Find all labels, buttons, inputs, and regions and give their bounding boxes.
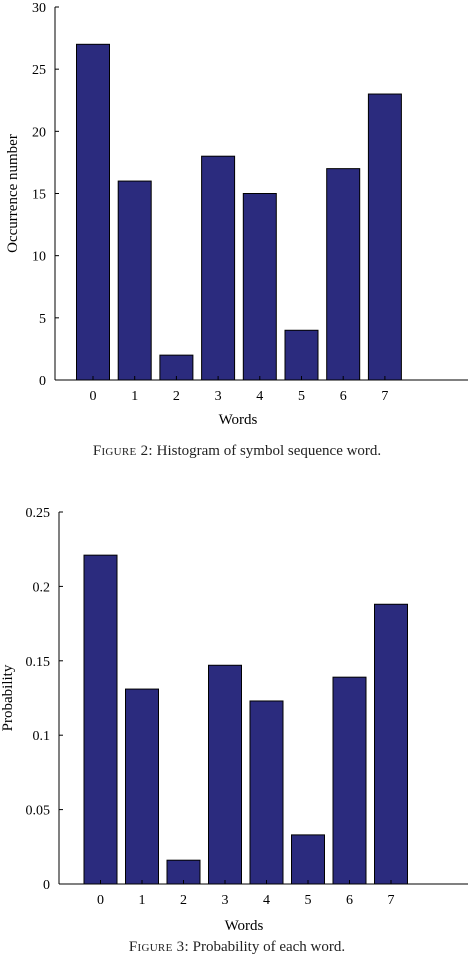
chart-1-bar-3	[201, 155, 236, 381]
chart-2-bar-3	[208, 664, 242, 885]
probability-chart: 0 0.05 0.1 0.15 0.2 0.25 0 1 2 3 4 5 6 7 Words Probabil…	[0, 506, 468, 934]
chart-1-bar-6	[326, 168, 361, 381]
figure-3-text: Probability of each word.	[188, 939, 346, 955]
chart-1-y-tick-label: 25	[32, 63, 46, 78]
chart-2-x-tick-label: 4	[263, 893, 270, 908]
chart-1-bar-2	[159, 354, 194, 381]
chart-2-x-tick-label: 3	[222, 893, 229, 908]
chart-1-bar-1	[117, 180, 152, 381]
chart-1-x-tick-label: 5	[298, 389, 305, 404]
chart-1-x-tick-label: 3	[215, 389, 222, 404]
chart-2-bar-7	[374, 603, 408, 885]
chart-2-y-tick-label: 0.05	[26, 804, 51, 819]
figure-3-caption: Figure 3: Probability of each word.	[0, 939, 474, 956]
chart-1-y-tick-label: 20	[32, 125, 46, 140]
chart-2-x-tick-label: 1	[139, 893, 146, 908]
chart-2-y-tick-label: 0.25	[26, 506, 51, 521]
chart-1-y-tick-label: 30	[32, 1, 46, 16]
chart-2-x-tick-label: 6	[346, 893, 353, 908]
chart-1-bar-0	[76, 43, 110, 381]
chart-1-x-tick-label: 1	[131, 389, 138, 404]
chart-1-bar-5	[284, 329, 319, 381]
chart-1-y-tick-label: 10	[32, 250, 46, 265]
chart-2-bar-6	[332, 676, 367, 885]
chart-2-x-tick-label: 0	[97, 893, 104, 908]
chart-2-x-axis-label: Words	[225, 918, 264, 934]
chart-2-y-tick-label: 0.2	[33, 580, 51, 595]
chart-1-x-tick-label: 4	[256, 389, 263, 404]
chart-2-bar-1	[125, 688, 159, 885]
chart-2-x-tick-label: 7	[388, 893, 395, 908]
chart-1-x-tick-label: 0	[90, 389, 97, 404]
chart-1-y-tick-label: 0	[39, 374, 46, 389]
chart-2-bar-5	[291, 834, 325, 885]
chart-2-x-tick-label: 2	[180, 893, 187, 908]
chart-2-y-tick-label: 0.15	[26, 655, 51, 670]
chart-1-y-axis-label: Occurrence number	[5, 134, 21, 253]
chart-1-x-tick-label: 7	[381, 389, 388, 404]
figure-2-caption: Figure 2: Histogram of symbol sequence w…	[0, 443, 474, 460]
chart-2-x-tick-label: 5	[305, 893, 312, 908]
occurrence-histogram-chart: 0 5 10 15 20 25 30 0 1 2 3 4 5 6 7 Words Occurrence numb…	[5, 1, 468, 428]
chart-1-bar-4	[242, 193, 277, 381]
chart-2-y-tick-label: 0.1	[33, 729, 51, 744]
chart-1-y-tick-label: 5	[39, 312, 46, 327]
figure-2-text: Histogram of symbol sequence word.	[152, 443, 382, 459]
chart-1-x-tick-label: 6	[340, 389, 347, 404]
chart-2-y-tick-label: 0	[43, 878, 50, 893]
chart-1-x-tick-label: 2	[173, 389, 180, 404]
figure-2-label: Figure 2:	[92, 443, 153, 459]
chart-1-x-axis-label: Words	[219, 412, 258, 428]
chart-1-bar-7	[367, 93, 402, 381]
figure-3-label: Figure 3:	[128, 939, 189, 955]
chart-1-y-tick-label: 15	[32, 188, 46, 203]
chart-2-y-axis-label: Probability	[0, 664, 16, 731]
chart-2-bar-4	[249, 700, 284, 885]
chart-2-bar-0	[83, 554, 118, 885]
